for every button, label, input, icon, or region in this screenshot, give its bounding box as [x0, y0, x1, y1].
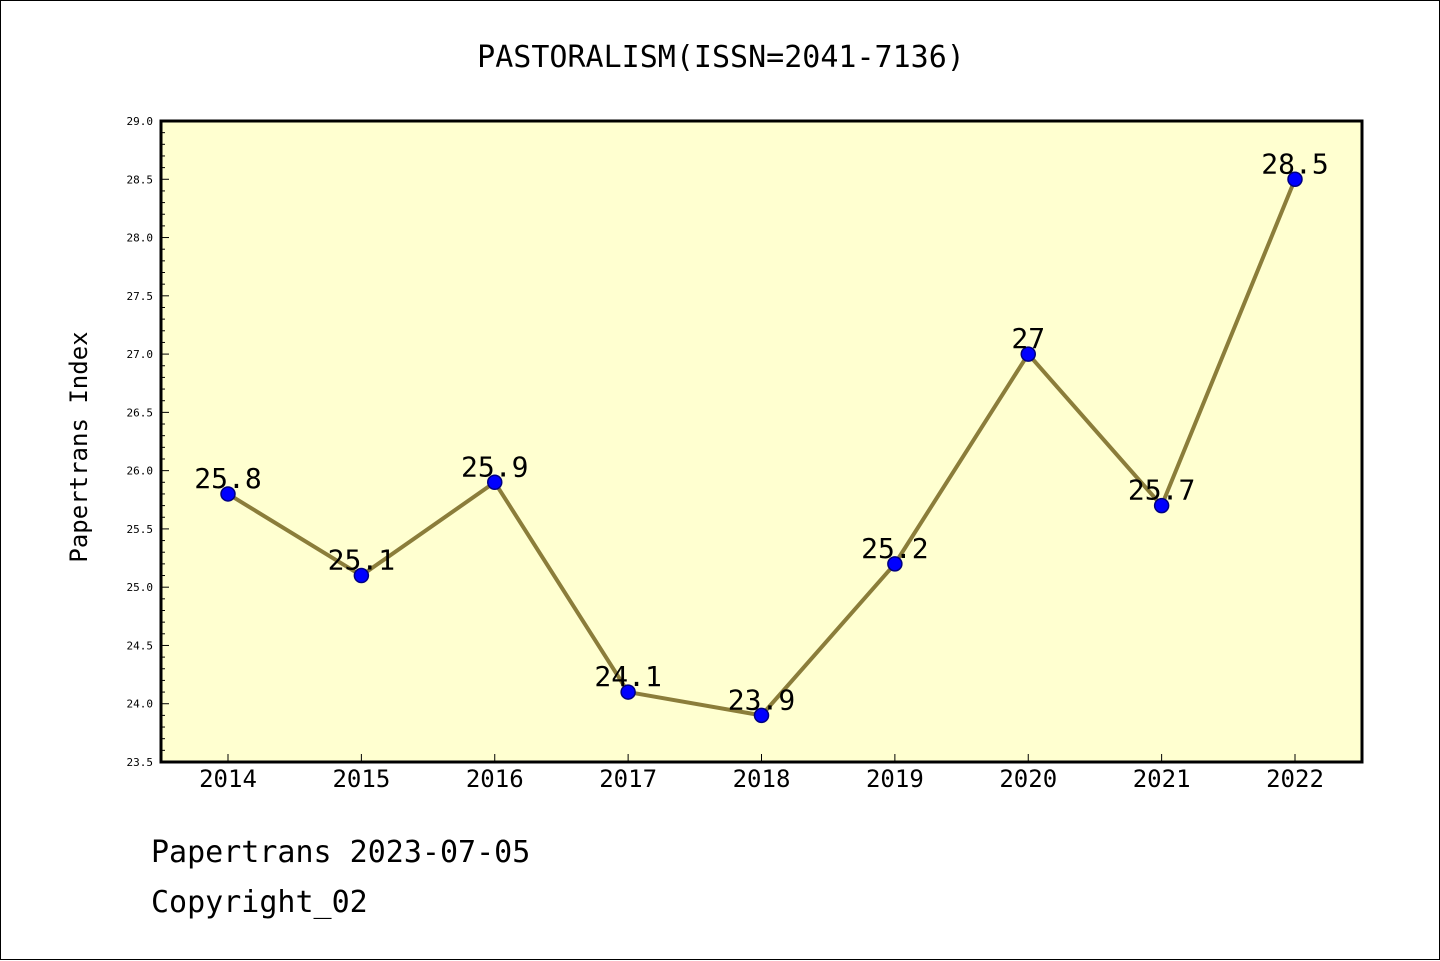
data-label: 24.1 — [594, 660, 661, 693]
y-tick-label: 28.0 — [127, 232, 154, 245]
data-label: 27 — [1011, 322, 1045, 355]
y-tick-label: 27.5 — [127, 290, 154, 303]
data-point — [353, 567, 370, 584]
chart-title: PASTORALISM(ISSN=2041-7136) — [477, 40, 965, 75]
y-axis-ticks: 23.5 24.0 24.5 25.0 25.5 26.0 26.5 27.0 27.5 28.0… — [127, 115, 169, 769]
data-label: 25.1 — [328, 544, 395, 577]
data-label: 23.9 — [728, 683, 795, 716]
series-layer: 25.8 25.1 25.9 24.1 23.9 25.2 27 25.7 28.5 — [194, 147, 1329, 724]
y-tick-label: 26.0 — [127, 465, 154, 478]
y-axis-label: Papertrans Index — [65, 331, 93, 562]
data-label: 25.9 — [461, 450, 528, 483]
footer-date-line: Papertrans 2023-07-05 — [151, 835, 531, 870]
data-point — [887, 556, 903, 572]
data-point — [220, 486, 236, 502]
data-point — [1020, 346, 1036, 362]
x-tick-label: 2016 — [466, 765, 524, 793]
x-axis-ticks: 2014 2015 2016 2017 2018 2019 2020 2021 2022 — [199, 754, 1324, 793]
y-tick-label: 29.0 — [127, 115, 154, 128]
plot-area — [159, 119, 1364, 764]
data-point — [753, 707, 770, 724]
x-tick-label: 2021 — [1133, 765, 1191, 793]
y-tick-label: 27.0 — [127, 348, 154, 361]
x-tick-label: 2019 — [866, 765, 924, 793]
x-tick-label: 2014 — [199, 765, 257, 793]
data-label: 25.7 — [1128, 474, 1195, 507]
data-label: 25.2 — [861, 532, 928, 565]
data-point — [1287, 171, 1303, 188]
y-tick-label: 23.5 — [127, 756, 154, 769]
data-label: 28.5 — [1261, 147, 1328, 180]
y-tick-label: 25.0 — [127, 581, 154, 594]
data-label: 25.8 — [194, 462, 261, 495]
data-point — [620, 684, 636, 700]
y-tick-label: 24.0 — [127, 698, 154, 711]
x-tick-label: 2018 — [733, 765, 791, 793]
footer-copyright: Copyright_02 — [151, 885, 368, 920]
x-tick-label: 2015 — [332, 765, 390, 793]
y-tick-label: 28.5 — [127, 173, 154, 186]
y-tick-label: 24.5 — [127, 639, 154, 652]
y-tick-label: 26.5 — [127, 406, 154, 419]
x-tick-label: 2020 — [999, 765, 1057, 793]
data-point — [487, 474, 503, 491]
data-point — [1153, 497, 1170, 514]
y-tick-label: 25.5 — [127, 523, 154, 536]
x-tick-label: 2017 — [599, 765, 657, 793]
x-tick-label: 2022 — [1266, 765, 1324, 793]
